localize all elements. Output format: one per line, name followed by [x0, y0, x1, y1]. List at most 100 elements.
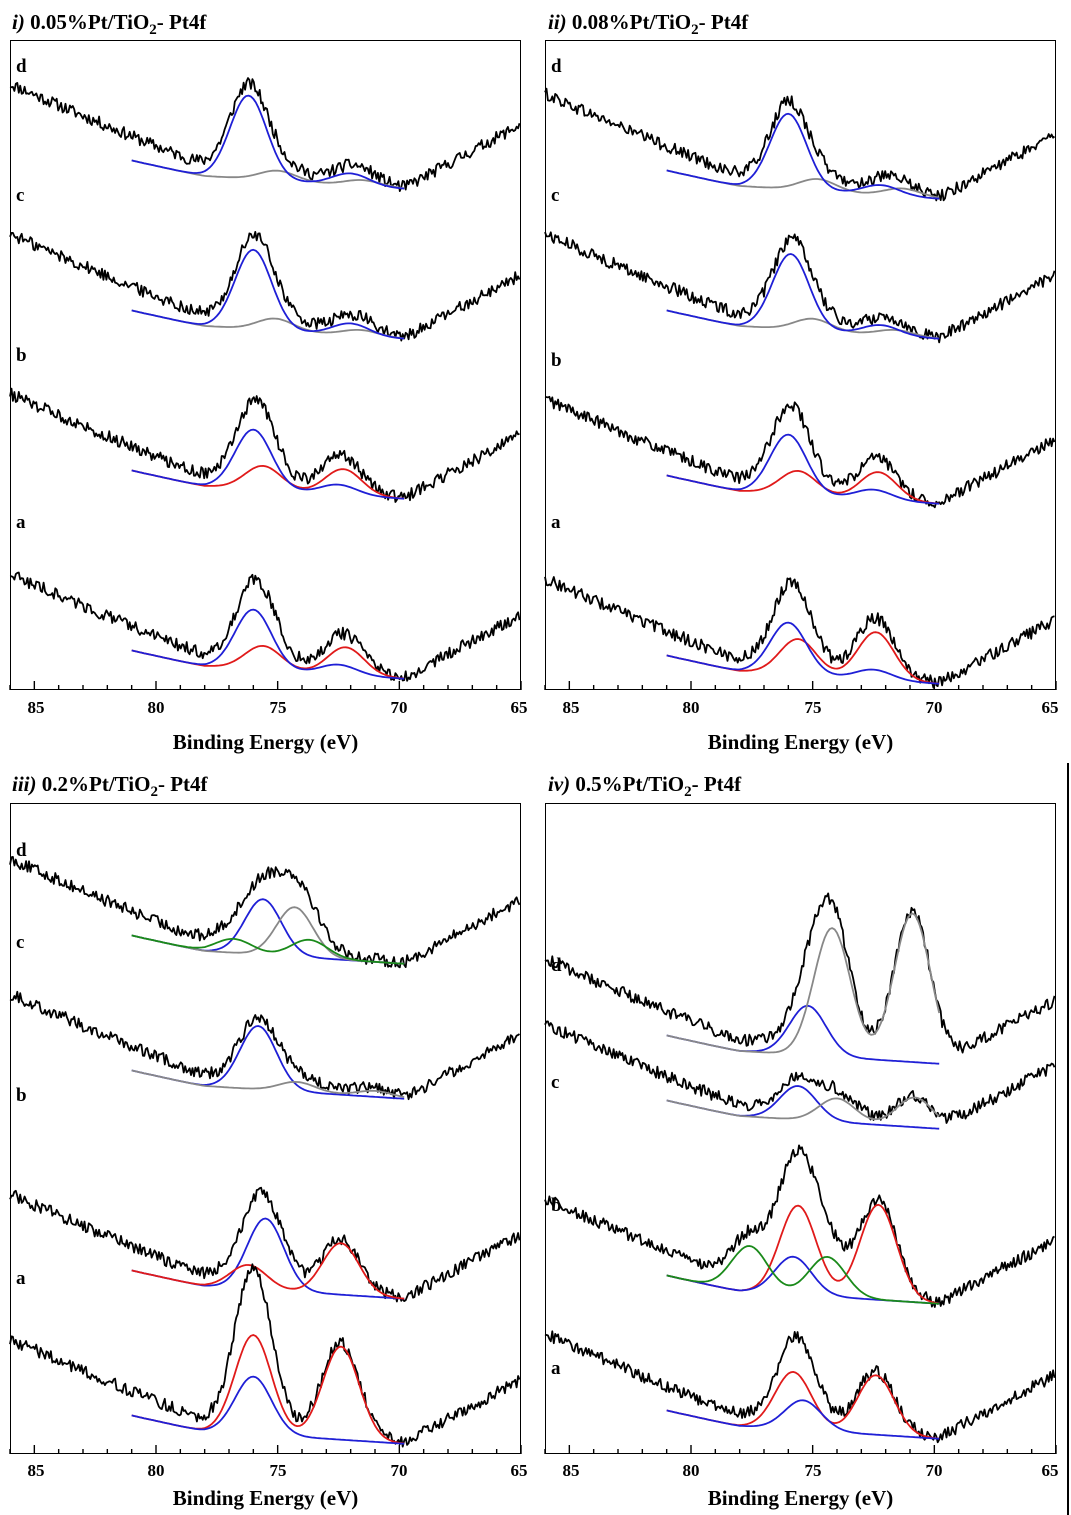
- fit-component: [131, 428, 405, 500]
- fit-component: [666, 112, 940, 200]
- x-tick-label: 80: [147, 698, 165, 717]
- figure-border-line: [1067, 763, 1069, 1515]
- x-tick-label: 75: [269, 698, 287, 717]
- panel-sample-subscript: 2: [691, 22, 699, 38]
- spectrum-label: c: [551, 1072, 560, 1093]
- panel-core-level: - Pt4f: [691, 772, 742, 796]
- x-tick-label: 85: [27, 698, 45, 717]
- spectrum-trace: [9, 571, 521, 682]
- panel-sample: 0.2%Pt/TiO: [41, 772, 151, 796]
- spectrum-trace: [9, 1186, 521, 1303]
- x-tick-label: 65: [1041, 1461, 1059, 1480]
- panel-number: ii): [548, 10, 567, 34]
- panel-sample-subscript: 2: [150, 784, 158, 800]
- panel-title: iii) 0.2%Pt/TiO2- Pt4f: [12, 772, 208, 801]
- spectrum-trace: [544, 231, 1056, 344]
- panel-core-level: - Pt4f: [156, 10, 207, 34]
- plot-frame: [10, 803, 521, 1454]
- plot-frame: [545, 803, 1056, 1454]
- fit-component: [131, 608, 405, 680]
- x-tick-label: 65: [510, 1461, 528, 1480]
- x-tick-label: 85: [562, 1461, 580, 1480]
- x-axis-label: Binding Energy (eV): [172, 730, 359, 754]
- fit-component: [131, 1069, 405, 1098]
- spectrum-trace: [544, 576, 1055, 689]
- spectrum-label: a: [16, 1268, 26, 1289]
- spectrum-label: b: [551, 350, 562, 371]
- spectrum-label: d: [16, 56, 27, 77]
- panel-title: i) 0.05%Pt/TiO2- Pt4f: [12, 10, 206, 39]
- fit-component: [131, 248, 405, 340]
- panel-core-level: - Pt4f: [698, 10, 749, 34]
- fit-component: [131, 1242, 405, 1300]
- spectrum-trace: [544, 395, 1056, 509]
- spectrum-label: c: [16, 185, 25, 206]
- spectrum-trace: [9, 990, 521, 1101]
- spectrum-label: c: [16, 932, 25, 953]
- x-tick-label: 80: [147, 1461, 165, 1480]
- spectrum-trace: [544, 892, 1056, 1054]
- spectrum-label: b: [16, 1085, 27, 1106]
- spectrum-label: b: [551, 1195, 562, 1216]
- fit-component: [666, 253, 940, 340]
- spectrum-trace: [9, 1263, 521, 1448]
- spectrum-label: d: [16, 840, 27, 861]
- x-axis-label: Binding Energy (eV): [172, 1486, 359, 1510]
- x-tick-label: 70: [390, 698, 408, 717]
- panel-sample-subscript: 2: [149, 22, 157, 38]
- spectrum-trace: [9, 231, 521, 342]
- spectrum-label: a: [551, 512, 561, 533]
- fit-component: [666, 621, 940, 685]
- spectrum-label: d: [551, 56, 562, 77]
- panel-number: i): [12, 10, 25, 34]
- fit-component: [666, 1004, 940, 1065]
- panel-sample: 0.5%Pt/TiO: [575, 772, 685, 796]
- panel-sample: 0.05%Pt/TiO: [30, 10, 150, 34]
- spectrum-trace: [9, 77, 521, 192]
- spectrum-trace: [544, 1144, 1055, 1308]
- x-tick-label: 70: [925, 1461, 943, 1480]
- fit-component: [666, 1096, 940, 1121]
- panel-core-level: - Pt4f: [157, 772, 208, 796]
- spectrum-trace: [9, 856, 521, 969]
- fit-component: [666, 912, 941, 1054]
- x-tick-label: 65: [1041, 698, 1059, 717]
- plot-frame: [545, 40, 1056, 690]
- x-axis-label: Binding Energy (eV): [707, 730, 894, 754]
- panel-title: iv) 0.5%Pt/TiO2- Pt4f: [548, 772, 741, 801]
- spectrum-label: a: [551, 1358, 561, 1379]
- plot-frame: [10, 40, 521, 690]
- panel-sample-subscript: 2: [684, 784, 692, 800]
- fit-component: [131, 1375, 405, 1445]
- x-tick-label: 75: [804, 698, 822, 717]
- fit-component: [666, 433, 940, 505]
- panel-sample: 0.08%Pt/TiO: [571, 10, 692, 34]
- x-axis-label: Binding Energy (eV): [707, 1486, 894, 1510]
- x-tick-label: 70: [925, 698, 943, 717]
- x-tick-label: 70: [390, 1461, 408, 1480]
- fit-component: [666, 1245, 940, 1305]
- spectrum-label: a: [16, 512, 26, 533]
- spectrum-trace: [544, 87, 1056, 202]
- x-tick-label: 80: [682, 698, 700, 717]
- spectrum-trace: [544, 1020, 1056, 1124]
- spectrum-label: d: [551, 955, 562, 976]
- panel-title: ii) 0.08%Pt/TiO2- Pt4f: [548, 10, 748, 39]
- spectrum-label: c: [551, 185, 560, 206]
- x-tick-label: 75: [269, 1461, 287, 1480]
- spectrum-trace: [9, 387, 520, 503]
- fit-component: [131, 934, 405, 965]
- panel-number: iv): [548, 772, 571, 796]
- fit-component: [131, 94, 405, 190]
- fit-component: [666, 1399, 940, 1440]
- x-tick-label: 75: [804, 1461, 822, 1480]
- panel-number: iii): [12, 772, 37, 796]
- fit-component: [666, 1203, 940, 1305]
- spectrum-label: b: [16, 345, 27, 366]
- x-tick-label: 85: [562, 698, 580, 717]
- spectrum-trace: [544, 1330, 1056, 1444]
